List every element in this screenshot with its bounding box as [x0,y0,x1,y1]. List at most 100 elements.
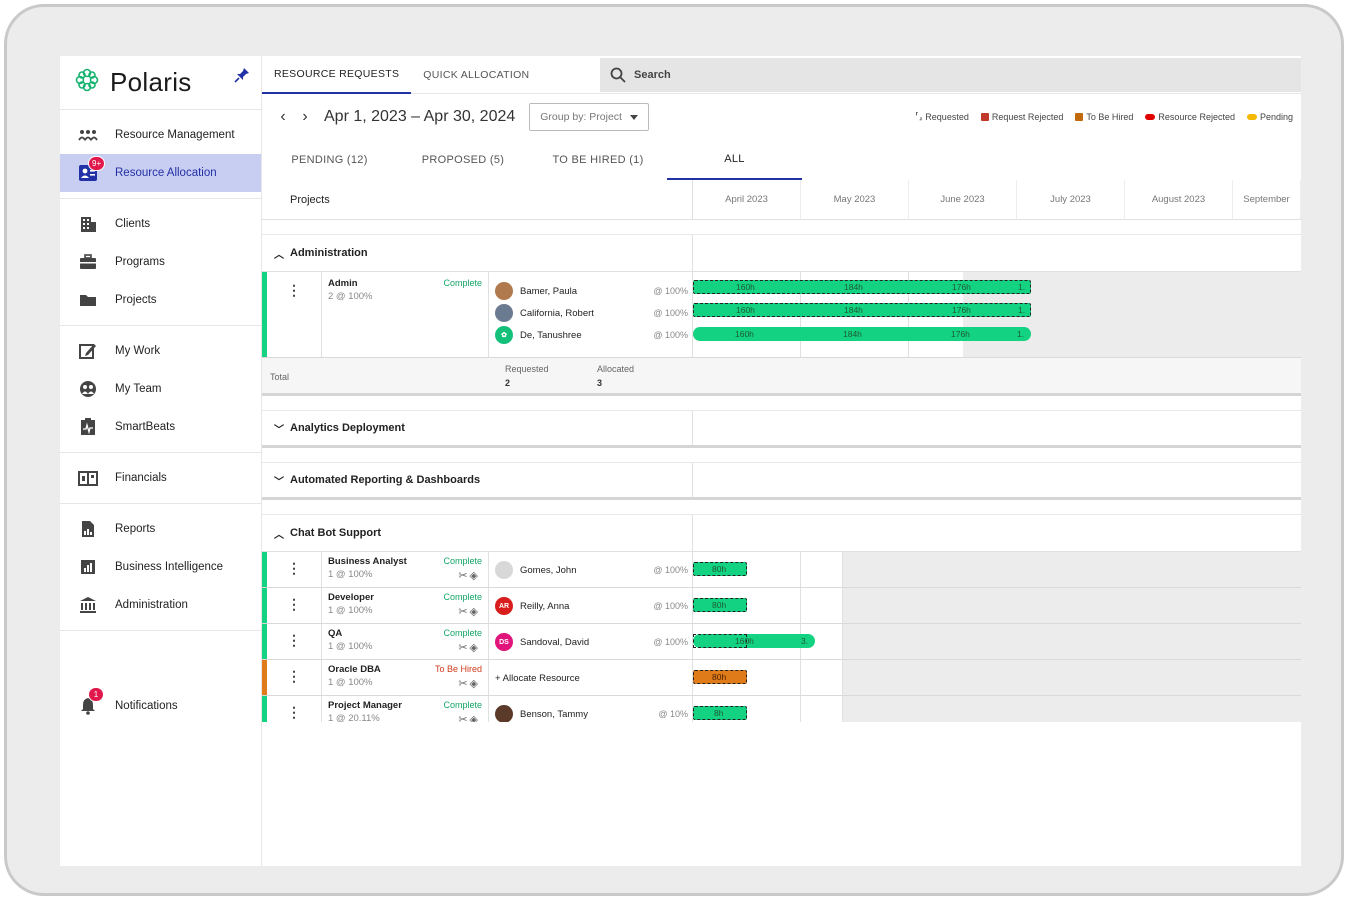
month-header: August 2023 [1125,180,1233,219]
status-label: Complete [443,700,482,710]
sidebar-item-administration[interactable]: Administration [60,586,261,624]
date-range[interactable]: Apr 1, 2023 – Apr 30, 2024 [324,108,516,125]
project-group-administration[interactable]: ︿ Administration [262,234,1301,272]
person-row[interactable]: Bamer, Paula @ 100% [489,280,692,302]
person-row[interactable]: DS Sandoval, David @ 100% [489,624,692,660]
request-rejected-icon [980,112,989,121]
allocation-percent: @ 100% [653,308,688,318]
project-group-chat-bot-support[interactable]: ︿ Chat Bot Support [262,514,1301,552]
allocation-percent: @ 100% [653,601,688,611]
sidebar-item-my-work[interactable]: My Work [60,332,261,370]
role-name: Business Analyst [328,556,407,567]
app-name: Polaris [110,67,192,97]
person-row[interactable]: Benson, Tammy @ 10% [489,696,692,732]
status-label: To Be Hired [434,664,482,674]
person-row[interactable]: California, Robert @ 100% [489,302,692,324]
project-name: Administration [290,247,368,259]
role-quantity: 1 @ 100% [328,677,373,688]
tab-all[interactable]: ALL [667,140,802,180]
total-requested: Requested 2 [505,364,549,388]
sidebar-item-notifications[interactable]: 1 Notifications [60,687,262,725]
sidebar-item-programs[interactable]: Programs [60,243,261,281]
tools-tag-icon[interactable]: ✂◈ [458,678,480,690]
brand: Polaris [60,56,261,110]
to-be-hired-bar[interactable]: 80h [693,670,747,684]
top-tabs: RESOURCE REQUESTS QUICK ALLOCATION Searc… [262,56,1301,94]
role-quantity: 1 @ 20.11% [328,713,380,724]
role-name: Admin [328,278,358,289]
person-row[interactable]: AR Reilly, Anna @ 100% [489,588,692,624]
grid-header: Projects April 2023 May 2023 June 2023 J… [262,180,1301,220]
role-name: Project Manager [328,700,402,711]
group-by-select[interactable]: Group by: Project [529,103,649,131]
allocation-bar[interactable]: 8h [693,706,747,720]
group-by-value: Group by: Project [540,111,622,123]
role-quantity: 1 @ 100% [328,605,373,616]
sidebar-item-resource-management[interactable]: Resource Management [60,116,261,154]
prev-arrow-icon[interactable]: ‹ [280,108,286,125]
status-stripe [262,272,267,357]
allocation-bar[interactable]: 80h [693,598,747,612]
more-vert-icon[interactable]: ⋮ [267,696,322,732]
more-vert-icon[interactable]: ⋮ [267,660,322,695]
tab-proposed[interactable]: PROPOSED (5) [421,154,505,166]
sidebar-item-resource-allocation[interactable]: 9+ Resource Allocation [60,154,261,192]
sidebar-item-business-intelligence[interactable]: Business Intelligence [60,548,261,586]
more-vert-icon[interactable]: ⋮ [267,624,322,659]
sidebar-item-reports[interactable]: Reports [60,510,261,548]
timeline-cell: 80h [693,588,1301,623]
request-row: ⋮ Admin 2 @ 100% Complete Bamer, Paula @… [262,272,1301,358]
main-content: RESOURCE REQUESTS QUICK ALLOCATION Searc… [262,56,1301,866]
allocation-bar[interactable]: 80h [693,562,747,576]
sidebar-item-clients[interactable]: Clients [60,205,261,243]
sidebar-item-label: Administration [115,599,188,611]
role-name: Developer [328,592,374,603]
sidebar-item-smartbeats[interactable]: SmartBeats [60,408,261,446]
search-input[interactable]: Search [600,58,1301,92]
people-cell: DS Sandoval, David @ 100% [489,624,693,659]
role-cell: Developer 1 @ 100% Complete ✂◈ [322,588,489,623]
more-vert-icon[interactable]: ⋮ [267,588,322,623]
allocation-bar[interactable]: 160h 184h 176h 1. [693,327,1031,341]
chevron-up-icon[interactable]: ︿ [274,529,284,541]
person-name: Bamer, Paula [520,285,578,297]
sidebar-item-financials[interactable]: Financials [60,459,261,497]
role-quantity: 1 @ 100% [328,569,373,580]
allocation-percent: @ 100% [653,565,688,575]
sidebar-item-label: Financials [115,472,167,484]
sidebar: Polaris Resource Management 9+ Resource … [60,56,262,866]
chevron-down-icon[interactable]: ﹀ [274,476,284,488]
tools-tag-icon[interactable]: ✂◈ [458,642,480,654]
tab-quick-allocation[interactable]: QUICK ALLOCATION [423,68,530,81]
sidebar-item-my-team[interactable]: My Team [60,370,261,408]
role-quantity: 1 @ 100% [328,641,373,652]
allocation-bar[interactable]: 160h 184h 176h 1. [693,280,1031,294]
avatar: ✿ [495,326,513,344]
allocation-bar[interactable]: 160h 184h 176h 1. [693,303,1031,317]
tab-pending[interactable]: PENDING (12) [291,154,368,166]
person-row[interactable]: Gomes, John @ 100% [489,552,692,588]
chevron-down-icon[interactable]: ﹀ [274,424,284,436]
sidebar-item-projects[interactable]: Projects [60,281,261,319]
next-arrow-icon[interactable]: › [302,108,308,125]
project-group-analytics[interactable]: ﹀ Analytics Deployment [262,410,1301,448]
tab-to-be-hired[interactable]: TO BE HIRED (1) [552,154,644,166]
sidebar-item-label: My Team [115,383,162,395]
more-vert-icon[interactable]: ⋮ [267,272,322,357]
pending-icon [1246,113,1257,120]
allocation-percent: @ 100% [653,286,688,296]
project-group-automated-reporting[interactable]: ﹀ Automated Reporting & Dashboards [262,462,1301,500]
allocation-badge: 9+ [88,156,106,171]
person-row[interactable]: ✿ De, Tanushree @ 100% [489,324,692,346]
allocation-bar[interactable]: 160h 3. [693,634,815,648]
tab-resource-requests[interactable]: RESOURCE REQUESTS [262,56,412,94]
device-frame: Polaris Resource Management 9+ Resource … [4,4,1344,896]
tools-tag-icon[interactable]: ✂◈ [458,606,480,618]
tools-tag-icon[interactable]: ✂◈ [458,570,480,582]
pin-icon[interactable] [233,66,251,84]
person-name: California, Robert [520,307,594,319]
allocate-resource-link[interactable]: + Allocate Resource [489,660,692,696]
chevron-up-icon[interactable]: ︿ [274,249,284,261]
status-label: Complete [443,278,482,288]
more-vert-icon[interactable]: ⋮ [267,552,322,587]
